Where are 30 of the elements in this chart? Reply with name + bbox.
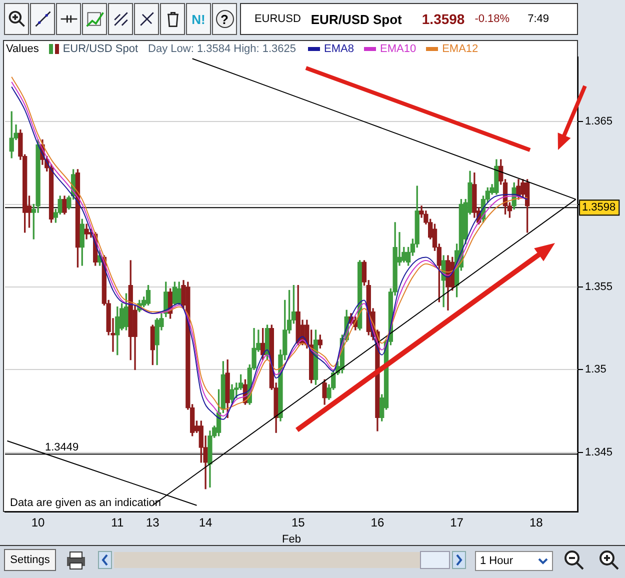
x-axis-title: Feb [282, 533, 301, 546]
legend-label: EUR/USD Spot [62, 43, 138, 55]
settings-button: Settings [4, 549, 56, 571]
x-tick-label: 13 [146, 516, 160, 530]
x-tick-label: 11 [111, 516, 124, 530]
y-tick-label: 1.345 [585, 446, 613, 458]
x-tick-label: 16 [370, 516, 384, 530]
x-tick-label: 15 [291, 516, 306, 530]
help-button: ? [212, 3, 237, 35]
text: 7:49 [528, 13, 549, 25]
legend-label: EMA12 [441, 43, 478, 55]
x-tick-label: 18 [529, 516, 544, 530]
text: Values [6, 43, 39, 55]
y-tick-label: 1.355 [585, 281, 613, 294]
y-tick-label: 1.35 [585, 364, 606, 376]
text: Day Low: 1.3584 High: 1.3625 [148, 43, 296, 55]
legend-label: EMA8 [323, 43, 354, 55]
text: EURUSD [254, 13, 301, 25]
x-tick-label: 14 [198, 516, 213, 530]
chart-title: EUR/USD Spot [310, 12, 402, 26]
x-tick-label: 10 [31, 516, 46, 530]
ref-line-label: 1.3449 [45, 442, 79, 454]
x-tick-label: 17 [450, 516, 464, 530]
y-tick-label: 1.365 [585, 116, 613, 128]
legend-label: EMA10 [379, 43, 416, 55]
interval-select: 1 Hour [475, 551, 553, 571]
text: -0.18% [474, 13, 510, 25]
news-button: N! [186, 3, 211, 35]
ref-line-label: 1.3598 [582, 202, 616, 214]
text: 1.3598 [422, 11, 465, 27]
